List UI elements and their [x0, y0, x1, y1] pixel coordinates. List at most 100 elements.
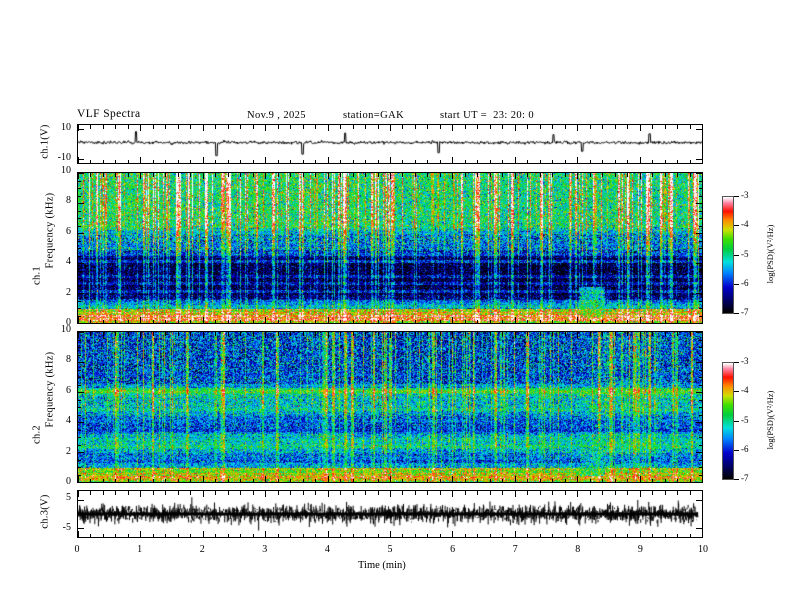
x-tick-label: 7	[512, 544, 518, 555]
x-tick-top	[415, 332, 416, 336]
x-tick-top	[490, 491, 491, 495]
y-tick-left	[78, 263, 84, 264]
x-tick-bottom	[690, 478, 691, 482]
y-minor-tick	[78, 347, 81, 348]
x-tick-bottom	[115, 533, 116, 537]
x-tick-top	[115, 125, 116, 129]
x-tick-bottom	[90, 478, 91, 482]
x-tick-top	[665, 173, 666, 177]
y-minor-tick	[699, 173, 702, 174]
colorbar-tick-label: -6	[741, 443, 749, 454]
y-tick-left	[78, 482, 84, 483]
x-tick-label: 9	[637, 544, 643, 555]
x-tick-bottom	[215, 159, 216, 163]
x-tick-top	[265, 491, 266, 497]
y-minor-tick	[78, 340, 81, 341]
y-minor-tick	[78, 385, 81, 386]
x-tick-top	[427, 491, 428, 495]
x-tick-top	[353, 173, 354, 177]
x-tick-label: 2	[199, 544, 205, 555]
x-tick-top	[615, 125, 616, 129]
x-tick-top	[378, 332, 379, 336]
x-tick-bottom	[290, 533, 291, 537]
x-tick-top	[590, 491, 591, 495]
x-tick-bottom	[90, 533, 91, 537]
x-tick-top	[502, 491, 503, 495]
x-tick-bottom	[328, 476, 329, 482]
y-minor-tick	[699, 415, 702, 416]
y-tick-label: 6	[66, 384, 71, 396]
x-tick-top	[390, 332, 391, 338]
x-tick-bottom	[178, 159, 179, 163]
x-tick-top	[328, 125, 329, 131]
x-tick-top	[290, 173, 291, 177]
x-tick-bottom	[253, 159, 254, 163]
x-tick-top	[440, 125, 441, 129]
y-minor-tick	[699, 392, 702, 393]
x-tick-bottom	[677, 159, 678, 163]
y-tick-label: 10	[61, 324, 71, 335]
x-tick-top	[128, 173, 129, 177]
y-minor-tick	[699, 248, 702, 249]
x-tick-bottom	[378, 159, 379, 163]
y-minor-tick	[78, 173, 81, 174]
x-tick-top	[340, 173, 341, 177]
x-tick-top	[627, 125, 628, 129]
y-minor-tick	[78, 196, 81, 197]
x-tick-bottom	[240, 319, 241, 323]
x-tick-top	[140, 491, 141, 497]
x-tick-bottom	[240, 533, 241, 537]
x-tick-label: 10	[698, 544, 708, 555]
x-tick-top	[440, 173, 441, 177]
x-tick-top	[677, 491, 678, 495]
x-tick-top	[590, 173, 591, 177]
y-minor-tick	[699, 323, 702, 324]
x-tick-bottom	[303, 319, 304, 323]
colorbar-tick	[734, 196, 739, 197]
x-tick-top	[165, 173, 166, 177]
y-minor-tick	[78, 392, 81, 393]
x-tick-bottom	[452, 317, 453, 323]
x-tick-bottom	[627, 159, 628, 163]
y-minor-tick	[78, 475, 81, 476]
y-minor-tick	[699, 226, 702, 227]
x-tick-bottom	[577, 157, 578, 163]
x-tick-bottom	[90, 159, 91, 163]
y-minor-tick	[699, 347, 702, 348]
x-tick-top	[627, 173, 628, 177]
x-tick-bottom	[365, 533, 366, 537]
y-tick-label: 10	[61, 165, 71, 176]
x-tick-top	[303, 125, 304, 129]
x-tick-top	[515, 491, 516, 497]
y-tick-label: 4	[66, 415, 71, 427]
x-tick-bottom	[240, 478, 241, 482]
x-tick-bottom	[328, 531, 329, 537]
y-minor-tick	[699, 181, 702, 182]
y-minor-tick	[699, 467, 702, 468]
x-tick-top	[577, 173, 578, 179]
x-tick-top	[552, 173, 553, 177]
x-tick-bottom	[415, 533, 416, 537]
x-tick-top	[228, 173, 229, 177]
x-tick-bottom	[103, 319, 104, 323]
x-tick-bottom	[103, 159, 104, 163]
x-tick-top	[190, 173, 191, 177]
y-tick-left	[78, 323, 84, 324]
x-tick-top	[427, 173, 428, 177]
x-tick-top	[427, 332, 428, 336]
spectrogram-canvas	[78, 173, 702, 323]
x-tick-bottom	[365, 319, 366, 323]
x-tick-top	[615, 173, 616, 177]
x-tick-bottom	[203, 531, 204, 537]
x-tick-top	[652, 125, 653, 129]
x-tick-bottom	[590, 159, 591, 163]
x-tick-top	[240, 125, 241, 129]
x-tick-top	[602, 491, 603, 495]
station-label: station=GAK	[343, 110, 405, 121]
x-tick-bottom	[265, 157, 266, 163]
y-minor-tick	[699, 188, 702, 189]
x-tick-top	[240, 491, 241, 495]
colorbar-title: log(PSD)(V²/Hz)	[765, 390, 775, 450]
colorbar-tick	[734, 313, 739, 314]
